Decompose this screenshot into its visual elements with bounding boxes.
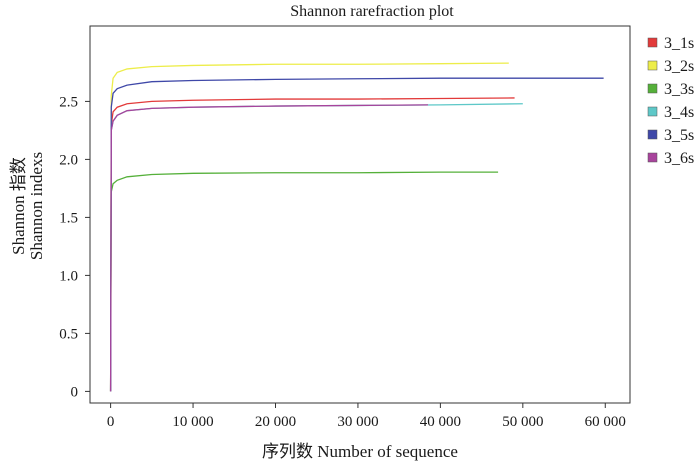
legend: 3_1s 3_2s 3_3s 3_4s 3_5s 3_6s [647, 35, 694, 167]
series-line-3-5s [109, 77, 604, 392]
x-tick-label: 40 000 [420, 414, 461, 430]
x-tick-label: 30 000 [337, 414, 378, 430]
series-line-3-4s [109, 103, 523, 392]
legend-label: 3_4s [664, 104, 694, 121]
y-tick-label: 0.5 [59, 326, 78, 342]
y-axis-label-line2: Shannon indexs [27, 152, 46, 260]
series-line-3-2s [109, 62, 509, 392]
x-tick-label: 0 [107, 414, 115, 430]
x-axis-label: 序列数 Number of sequence [262, 442, 458, 461]
x-tick-label: 60 000 [585, 414, 626, 430]
legend-swatch [647, 106, 658, 117]
chart-title: Shannon rarefraction plot [290, 3, 454, 20]
legend-label: 3_2s [664, 58, 694, 75]
x-axis: 0 10 000 20 000 30 000 40 000 50 000 60 000 [107, 403, 626, 430]
legend-swatch [647, 60, 658, 71]
legend-label: 3_3s [664, 81, 694, 98]
series-group [109, 62, 604, 392]
legend-label: 3_5s [664, 127, 694, 144]
plot-frame [89, 25, 631, 404]
legend-swatch [647, 152, 658, 163]
legend-label: 3_6s [664, 150, 694, 167]
y-axis-label-line1: Shannon 指数 [9, 157, 28, 255]
series-line-3-1s [109, 97, 515, 392]
series-line-3-6s [109, 104, 429, 392]
y-axis: 0 0.5 1.0 1.5 2.0 2.5 [59, 94, 90, 400]
x-tick-label: 50 000 [502, 414, 543, 430]
legend-label: 3_1s [664, 35, 694, 52]
y-tick-label: 2.5 [59, 94, 78, 110]
legend-swatch [647, 83, 658, 94]
y-tick-label: 2.0 [59, 152, 78, 168]
y-tick-label: 1.0 [59, 268, 78, 284]
y-axis-label: Shannon 指数 Shannon indexs [9, 152, 46, 260]
y-tick-label: 0 [71, 384, 79, 400]
x-tick-label: 10 000 [172, 414, 213, 430]
series-line-3-3s [109, 171, 499, 392]
legend-swatch [647, 37, 658, 48]
y-tick-label: 1.5 [59, 210, 78, 226]
legend-swatch [647, 129, 658, 140]
x-tick-label: 20 000 [255, 414, 296, 430]
